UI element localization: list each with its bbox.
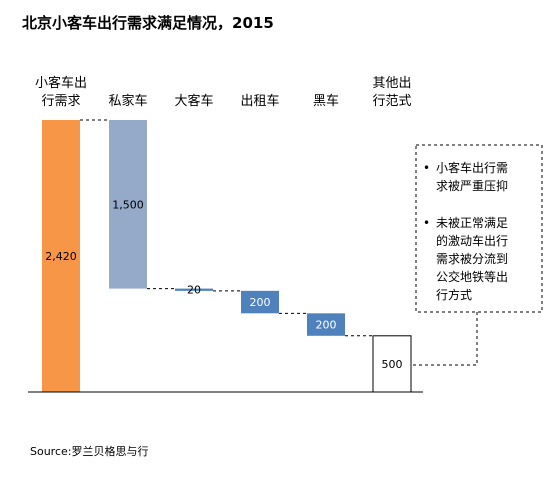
bar-4	[241, 290, 279, 314]
chart-title: 北京小客车出行需求满足情况，2015	[22, 14, 274, 32]
category-label-1-line-2: 行需求	[41, 94, 80, 109]
category-label-5: 黑车	[313, 93, 339, 109]
value-label-5: 200	[316, 319, 337, 332]
source-note: Source:罗兰贝格思与行	[30, 444, 149, 458]
category-label-4: 出租车	[240, 93, 279, 109]
annotation-line-2-5: 行方式	[436, 287, 472, 302]
bar-6	[372, 335, 412, 393]
annotation-line-2-3: 需求被分流到	[436, 252, 508, 266]
bar-3	[175, 288, 213, 291]
category-label-6-line-1: 其他出	[372, 76, 411, 91]
bar-2	[109, 120, 147, 289]
value-label-6: 500	[382, 358, 403, 371]
value-label-4: 200	[250, 296, 271, 309]
category-label-2: 私家车	[108, 93, 147, 109]
annotation-box	[415, 144, 543, 313]
annotation-line-2-4: 公交地铁等出	[436, 269, 508, 284]
bar-1	[42, 120, 80, 392]
value-label-2: 1,500	[112, 198, 144, 211]
bar-5	[307, 313, 345, 336]
category-label-1-line-1: 小客车出	[35, 75, 87, 91]
category-label-6-line-2: 行范式	[372, 94, 411, 109]
category-label-3: 大客车	[174, 93, 213, 109]
bars	[42, 120, 412, 393]
value-label-1: 2,420	[45, 250, 77, 263]
annotation-line-2-2: 的激动车出行	[436, 233, 508, 248]
bullet-dot-2: •	[423, 216, 430, 230]
value-labels: 2,420 1,500 20 200 200 500	[45, 198, 402, 371]
bullet-dot-1: •	[423, 161, 430, 175]
annotation-leader-line	[410, 312, 478, 366]
annotation-line-1-1: 小客车出行需	[436, 160, 508, 175]
value-label-3: 20	[187, 284, 201, 297]
connector-lines	[80, 119, 373, 337]
annotation-line-1-2: 求被严重压抑	[436, 178, 508, 193]
annotation-line-2-1: 未被正常满足	[436, 216, 508, 230]
